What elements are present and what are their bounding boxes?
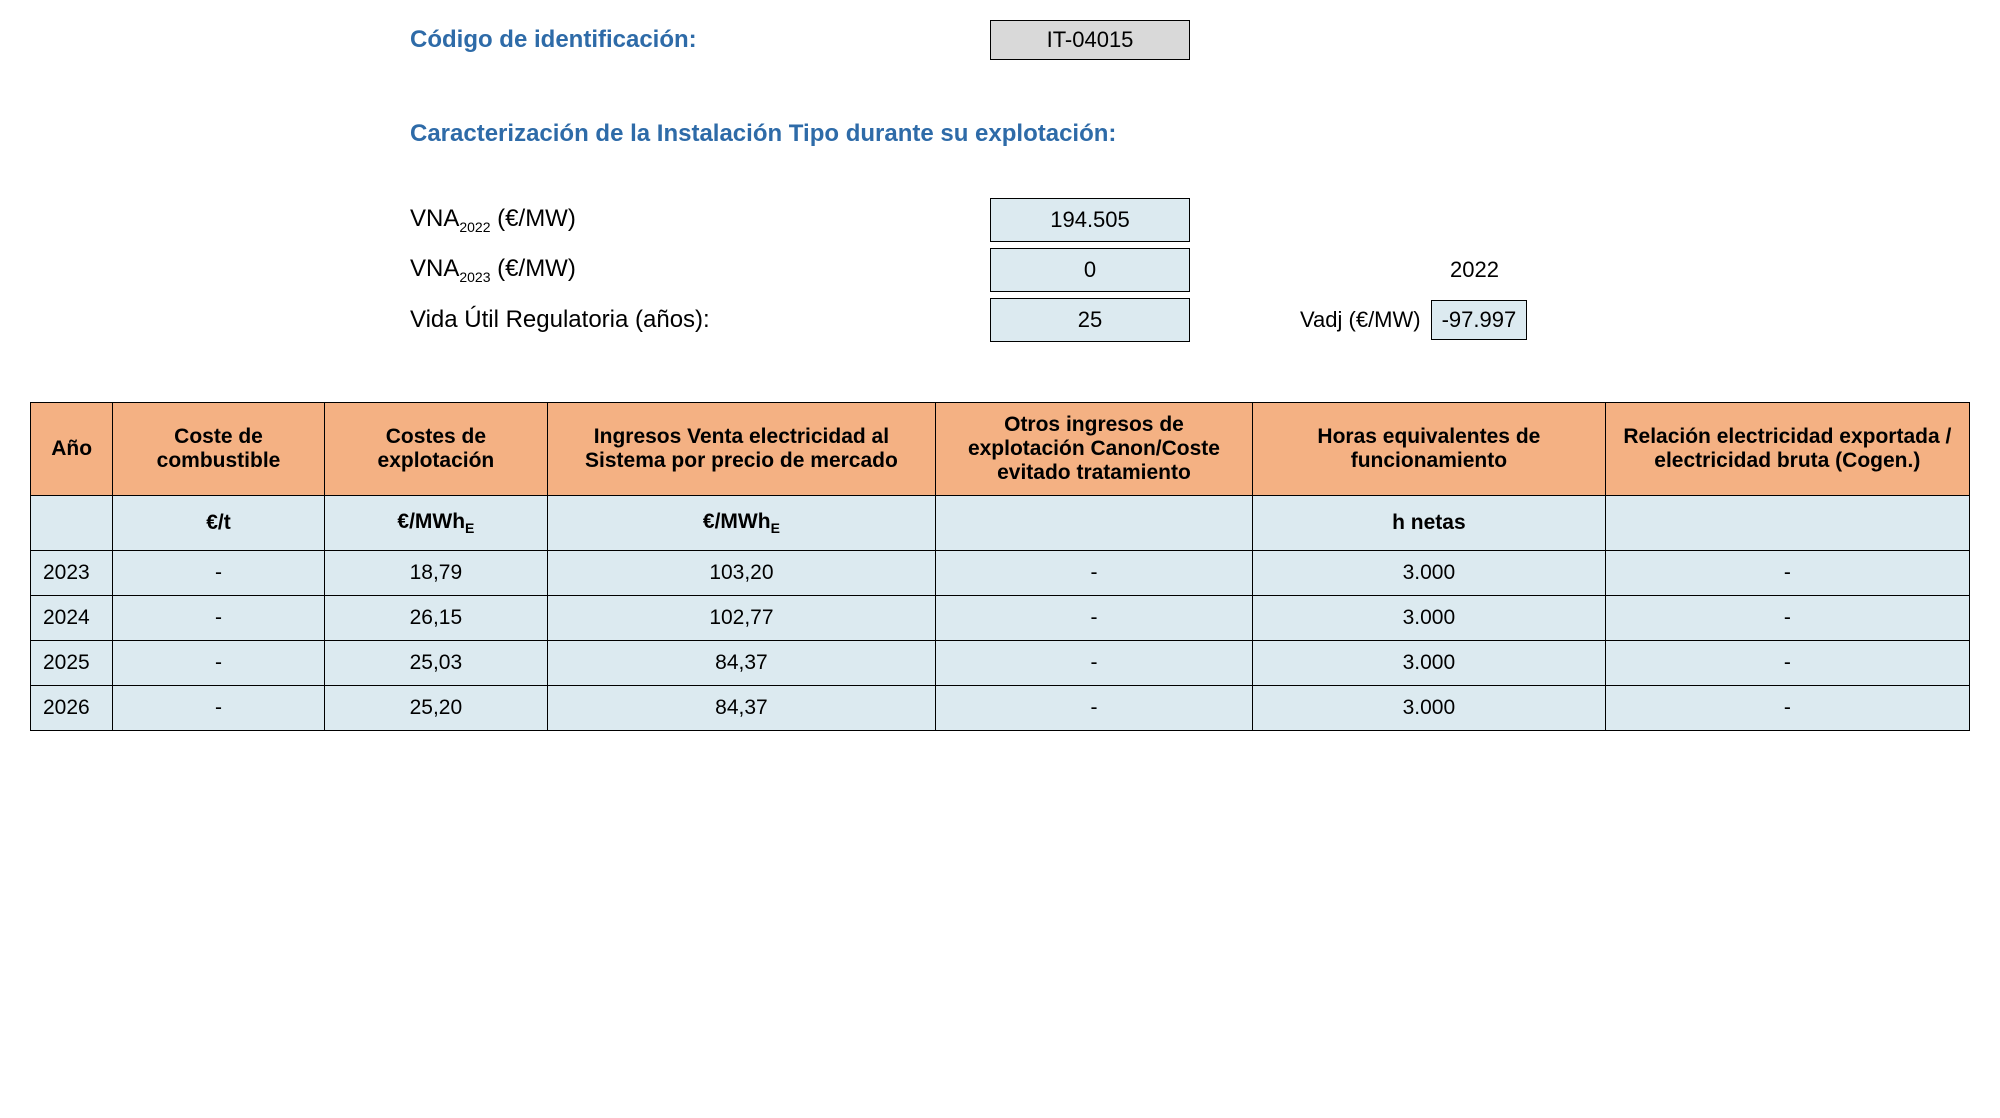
cell-ano: 2026	[31, 686, 113, 731]
unit-otros	[935, 496, 1252, 551]
cell-combustible: -	[113, 641, 325, 686]
cell-horas: 3.000	[1253, 551, 1606, 596]
unit-ano	[31, 496, 113, 551]
th-ingresos: Ingresos Venta electricidad al Sistema p…	[548, 403, 936, 496]
cell-otros: -	[935, 686, 1252, 731]
params-section: VNA2022 (€/MW) 194.505 VNA2023 (€/MW) 0 …	[410, 198, 1970, 342]
cell-explotacion: 26,15	[324, 596, 547, 641]
cell-horas: 3.000	[1253, 596, 1606, 641]
cell-ano: 2023	[31, 551, 113, 596]
cell-ano: 2024	[31, 596, 113, 641]
cell-relacion: -	[1605, 686, 1969, 731]
cell-otros: -	[935, 596, 1252, 641]
cell-otros: -	[935, 641, 1252, 686]
cell-ingresos: 103,20	[548, 551, 936, 596]
unit-combustible: €/t	[113, 496, 325, 551]
cell-horas: 3.000	[1253, 641, 1606, 686]
cell-explotacion: 18,79	[324, 551, 547, 596]
cell-ingresos: 102,77	[548, 596, 936, 641]
th-ano: Año	[31, 403, 113, 496]
unit-ingresos: €/MWhE	[548, 496, 936, 551]
th-otros: Otros ingresos de explotación Canon/Cost…	[935, 403, 1252, 496]
table-row: 2024-26,15102,77-3.000-	[31, 596, 1970, 641]
unit-explotacion: €/MWhE	[324, 496, 547, 551]
table-header-row: Año Coste de combustible Costes de explo…	[31, 403, 1970, 496]
cell-relacion: -	[1605, 551, 1969, 596]
cell-combustible: -	[113, 596, 325, 641]
th-relacion: Relación electricidad exportada / electr…	[1605, 403, 1969, 496]
th-combustible: Coste de combustible	[113, 403, 325, 496]
table-row: 2023-18,79103,20-3.000-	[31, 551, 1970, 596]
vna2022-value: 194.505	[990, 198, 1190, 242]
code-label: Código de identificación:	[410, 26, 990, 54]
vida-value: 25	[990, 298, 1190, 342]
unit-relacion	[1605, 496, 1969, 551]
vna2023-label: VNA2023 (€/MW)	[410, 255, 990, 285]
year-right: 2022	[1450, 257, 1499, 283]
table-units-row: €/t €/MWhE €/MWhE h netas	[31, 496, 1970, 551]
cell-relacion: -	[1605, 596, 1969, 641]
table-row: 2025-25,0384,37-3.000-	[31, 641, 1970, 686]
th-horas: Horas equivalentes de funcionamiento	[1253, 403, 1606, 496]
code-value-box: IT-04015	[990, 20, 1190, 60]
cell-explotacion: 25,20	[324, 686, 547, 731]
cell-relacion: -	[1605, 641, 1969, 686]
cell-ingresos: 84,37	[548, 641, 936, 686]
unit-horas: h netas	[1253, 496, 1606, 551]
vadj-label: Vadj (€/MW)	[1300, 307, 1421, 333]
data-table: Año Coste de combustible Costes de explo…	[30, 402, 1970, 731]
section-title: Caracterización de la Instalación Tipo d…	[410, 120, 1970, 148]
cell-ingresos: 84,37	[548, 686, 936, 731]
th-explotacion: Costes de explotación	[324, 403, 547, 496]
cell-ano: 2025	[31, 641, 113, 686]
vida-label: Vida Útil Regulatoria (años):	[410, 306, 990, 334]
cell-explotacion: 25,03	[324, 641, 547, 686]
cell-combustible: -	[113, 686, 325, 731]
cell-otros: -	[935, 551, 1252, 596]
vna2022-label: VNA2022 (€/MW)	[410, 205, 990, 235]
cell-horas: 3.000	[1253, 686, 1606, 731]
cell-combustible: -	[113, 551, 325, 596]
vadj-value: -97.997	[1431, 300, 1528, 340]
vna2023-value: 0	[990, 248, 1190, 292]
table-row: 2026-25,2084,37-3.000-	[31, 686, 1970, 731]
